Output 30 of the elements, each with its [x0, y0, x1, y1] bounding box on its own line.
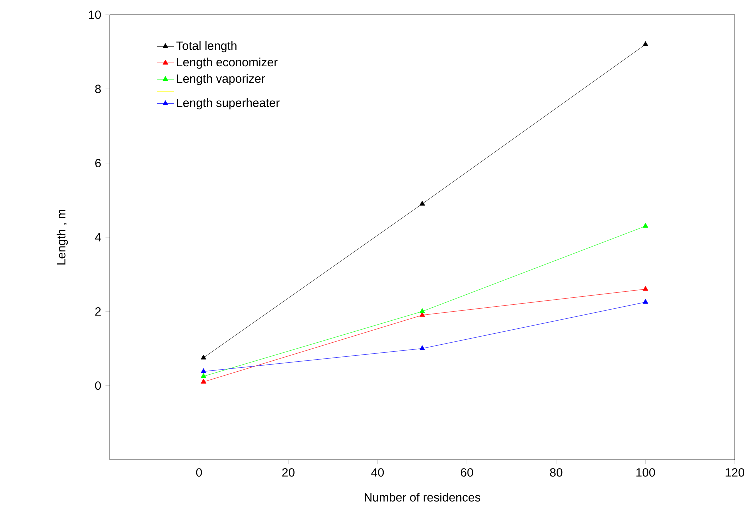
x-tick-label: 40	[371, 468, 384, 477]
x-tick-label: 60	[461, 468, 474, 477]
point	[200, 373, 207, 378]
y-tick-label: 2	[96, 307, 101, 316]
point	[200, 378, 207, 384]
legend-label: Length vaporizer	[177, 74, 266, 86]
point	[420, 200, 426, 206]
point	[642, 223, 649, 228]
x-tick-label: 80	[550, 468, 563, 477]
legend-label: Total length	[176, 41, 237, 53]
x-tick-label: 120	[726, 468, 745, 477]
y-tick-label: 10	[89, 10, 102, 20]
point	[420, 346, 426, 350]
y-axis-title: Length , m	[56, 210, 68, 265]
x-tick-label: 20	[282, 468, 295, 477]
y-tick-label: 6	[96, 159, 102, 168]
point	[200, 354, 207, 360]
point	[642, 286, 649, 292]
x-tick-label: 100	[636, 468, 656, 477]
point	[642, 299, 649, 304]
point	[200, 368, 207, 374]
point	[642, 41, 649, 46]
point	[420, 308, 426, 314]
x-tick-label: 0	[196, 468, 202, 477]
legend-label: Length superheater	[177, 98, 280, 110]
legend-label: Length economizer	[177, 58, 278, 70]
y-tick-label: 8	[95, 84, 102, 94]
y-tick-label: 4	[95, 233, 102, 242]
x-axis-title: Number of residences	[365, 493, 481, 502]
y-tick-label: 0	[95, 382, 102, 390]
